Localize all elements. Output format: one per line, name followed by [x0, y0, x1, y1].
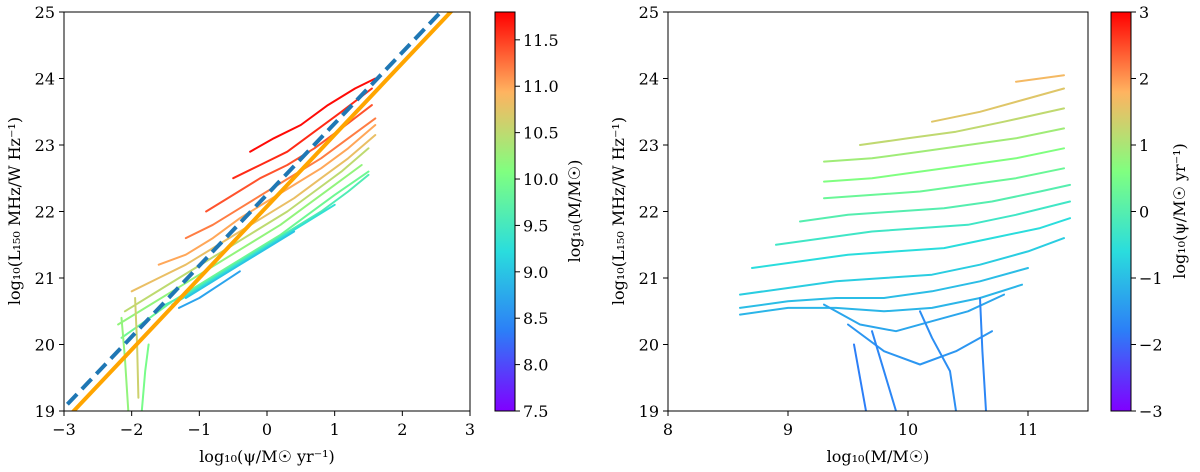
y-tick-label: 20 [639, 336, 659, 355]
right-chart-series-group [739, 74, 1071, 411]
series-sfr-0.3 [823, 167, 1065, 200]
colorbar-tick-label: 0 [1139, 203, 1149, 222]
series-sfr-1.5 [931, 87, 1065, 123]
x-tick-label: −1 [188, 420, 212, 439]
series-sfr-neg0.8 [739, 237, 1065, 296]
series-mass-10.8 [130, 134, 377, 293]
y-tick-label: 21 [35, 269, 55, 288]
series-drop-10.0 [140, 343, 150, 411]
series-sfr-neg1.0 [739, 267, 1029, 309]
series-relation-solid-orange [70, 12, 454, 411]
right-colorbar-gradient [1110, 11, 1132, 412]
right-y-axis-label: log₁₀(L₁₅₀ MHz/W Hz⁻¹) [609, 117, 628, 305]
right-colorbar: −3 −2 −1 0 1 2 3 log₁₀(ψ/M☉ yr⁻¹) [1110, 3, 1189, 421]
colorbar-tick-label: 3 [1139, 3, 1149, 22]
x-tick-label: −3 [52, 420, 76, 439]
colorbar-tick-label: 10.0 [523, 170, 559, 189]
y-tick-label: 19 [35, 402, 55, 421]
right-colorbar-ticks: −3 −2 −1 0 1 2 3 [1131, 3, 1163, 421]
colorbar-tick-label: 7.5 [523, 402, 548, 421]
colorbar-tick-label: 9.5 [523, 216, 548, 235]
colorbar-tick-label: 9.0 [523, 263, 548, 282]
left-x-axis: −3 −2 −1 0 1 2 3 [52, 411, 475, 439]
y-tick-label: 22 [639, 203, 659, 222]
right-y-axis: 19 20 21 22 23 24 25 [639, 3, 668, 421]
x-tick-label: 1 [330, 420, 340, 439]
y-tick-label: 23 [639, 136, 659, 155]
right-x-axis-label: log₁₀(M/M☉) [827, 447, 930, 466]
colorbar-tick-label: 8.0 [523, 356, 548, 375]
series-sfr-neg1.7b [979, 297, 987, 411]
y-tick-label: 23 [35, 136, 55, 155]
right-x-axis: 8 9 10 11 [663, 411, 1038, 439]
series-mass-9.6 [157, 173, 370, 309]
colorbar-tick-label: −1 [1139, 269, 1163, 288]
series-sfr-neg1.6 [919, 310, 957, 411]
x-tick-label: 11 [1018, 420, 1038, 439]
series-sfr-neg1.7a [871, 330, 897, 411]
colorbar-tick-label: 2 [1139, 70, 1149, 89]
series-mass-9.0 [184, 230, 296, 299]
x-tick-label: 9 [783, 420, 793, 439]
series-mass-11.75 [249, 77, 377, 153]
x-tick-label: 10 [898, 420, 918, 439]
series-sfr-1.2 [859, 107, 1065, 146]
left-y-axis: 19 20 21 22 23 24 25 [35, 3, 64, 421]
left-colorbar: 7.5 8.0 8.5 9.0 9.5 10.0 10.5 11.0 11.5 log₁₀(M/… [494, 11, 584, 421]
series-mass-10.2 [117, 164, 363, 326]
series-mass-11.2 [184, 117, 377, 240]
colorbar-tick-label: −2 [1139, 336, 1163, 355]
y-tick-label: 25 [35, 3, 55, 22]
series-sfr-neg1.8 [853, 343, 867, 411]
left-chart-series-group [65, 12, 454, 411]
left-x-axis-label: log₁₀(ψ/M☉ yr⁻¹) [199, 447, 335, 466]
series-mass-9.3 [171, 203, 336, 306]
series-sfr-neg0.3 [775, 200, 1071, 246]
y-tick-label: 24 [639, 70, 659, 89]
x-tick-label: 3 [465, 420, 475, 439]
series-sfr-0.6 [823, 147, 1065, 183]
series-sfr-0.0 [799, 183, 1071, 223]
x-tick-label: 0 [262, 420, 272, 439]
left-y-axis-label: log₁₀(L₁₅₀ MHz/W Hz⁻¹) [5, 117, 24, 305]
x-tick-label: −2 [120, 420, 144, 439]
series-sfr-0.9 [823, 127, 1065, 163]
y-tick-label: 25 [639, 3, 659, 22]
series-mass-10.5 [123, 147, 370, 313]
x-tick-label: 2 [397, 420, 407, 439]
y-tick-label: 19 [639, 402, 659, 421]
series-mass-11.0 [157, 124, 377, 266]
colorbar-tick-label: 8.5 [523, 309, 548, 328]
series-mass-11.6 [232, 87, 373, 180]
series-mass-8.7 [178, 270, 241, 309]
colorbar-tick-label: 10.5 [523, 124, 559, 143]
colorbar-tick-label: 11.0 [523, 77, 559, 96]
series-sfr-neg1.5 [847, 323, 993, 366]
y-tick-label: 22 [35, 203, 55, 222]
colorbar-tick-label: 11.5 [523, 31, 559, 50]
left-colorbar-ticks: 7.5 8.0 8.5 9.0 9.5 10.0 10.5 11.0 11.5 [515, 31, 559, 421]
series-sfr-1.7 [1015, 74, 1065, 83]
y-tick-label: 24 [35, 70, 55, 89]
series-sfr-neg0.6 [751, 217, 1071, 269]
right-colorbar-label: log₁₀(ψ/M☉ yr⁻¹) [1170, 143, 1189, 279]
colorbar-tick-label: 1 [1139, 136, 1149, 155]
left-colorbar-gradient [494, 11, 516, 412]
series-sfr-neg1.3 [823, 293, 1005, 333]
colorbar-tick-label: −3 [1139, 402, 1163, 421]
y-tick-label: 20 [35, 336, 55, 355]
left-colorbar-label: log₁₀(M/M☉) [565, 160, 584, 263]
series-drop-10.2 [120, 316, 130, 411]
series-mass-9.9 [120, 170, 370, 339]
x-tick-label: 8 [663, 420, 673, 439]
y-tick-label: 21 [639, 269, 659, 288]
series-relation-dashed-blue [65, 12, 444, 406]
